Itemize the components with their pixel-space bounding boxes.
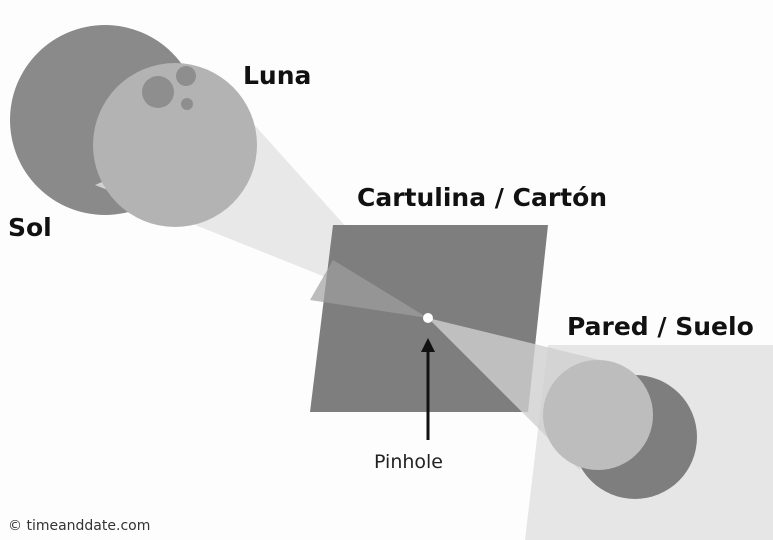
credit: © timeanddate.com bbox=[8, 518, 150, 534]
diagram: Luna Sol Cartulina / Cartón Pared / Suel… bbox=[0, 0, 773, 540]
crater bbox=[176, 66, 196, 86]
projected-moon bbox=[543, 360, 653, 470]
crater bbox=[181, 98, 193, 110]
crater bbox=[142, 76, 174, 108]
moon-label: Luna bbox=[243, 61, 311, 90]
pinhole-dot bbox=[423, 313, 433, 323]
sun-label: Sol bbox=[8, 213, 52, 242]
card-label: Cartulina / Cartón bbox=[357, 183, 607, 212]
moon bbox=[93, 63, 257, 227]
wall-label: Pared / Suelo bbox=[567, 312, 754, 341]
pinhole-label: Pinhole bbox=[374, 451, 443, 473]
